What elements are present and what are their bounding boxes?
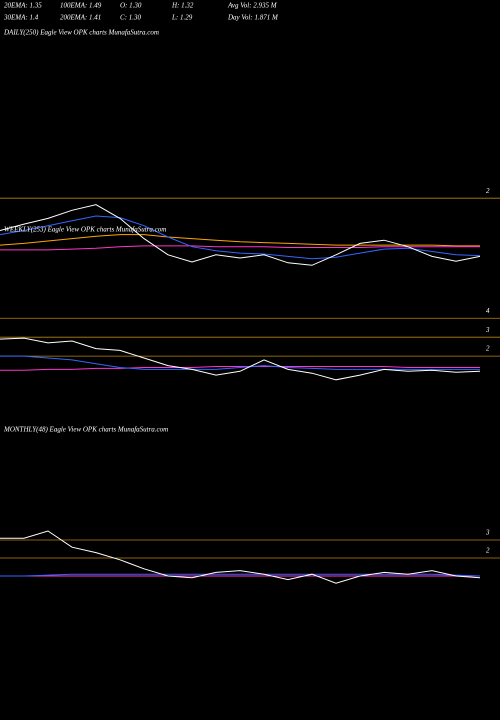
header-stat: L: 1.29: [171, 14, 193, 22]
price-line: [0, 204, 481, 266]
y-tick-label: 3: [485, 326, 490, 334]
header-stat: O: 1.30: [120, 2, 142, 10]
header-stat: Avg Vol: 2.935 M: [227, 2, 278, 10]
y-tick-label: 4: [486, 307, 490, 315]
header-stat: 100EMA: 1.49: [60, 2, 102, 10]
panel-title: DAILY(250) Eagle View OPK charts MunafaS…: [3, 29, 159, 37]
y-tick-label: 2: [486, 187, 490, 195]
header-stat: 30EMA: 1.4: [3, 14, 39, 22]
header-stat: C: 1.30: [120, 14, 142, 22]
price-line: [0, 215, 481, 260]
price-line: [0, 366, 480, 371]
panel-title: MONTHLY(48) Eagle View OPK charts Munafa…: [3, 426, 168, 434]
header-stat: H: 1.32: [171, 2, 194, 10]
price-line: [0, 337, 481, 381]
y-tick-label: 3: [485, 529, 490, 537]
price-line: [0, 245, 480, 251]
header-stat: Day Vol: 1.871 M: [227, 14, 279, 22]
header-stat: 200EMA: 1.41: [60, 14, 101, 22]
price-line: [0, 355, 480, 370]
y-tick-label: 2: [486, 547, 490, 555]
panel-title: WEEKLY(253) Eagle View OPK charts Munafa…: [4, 226, 166, 234]
price-line: [0, 530, 481, 584]
y-tick-label: 2: [486, 345, 490, 353]
price-line: [0, 234, 480, 247]
price-line: [0, 573, 481, 577]
header-stat: 20EMA: 1.35: [4, 2, 42, 10]
